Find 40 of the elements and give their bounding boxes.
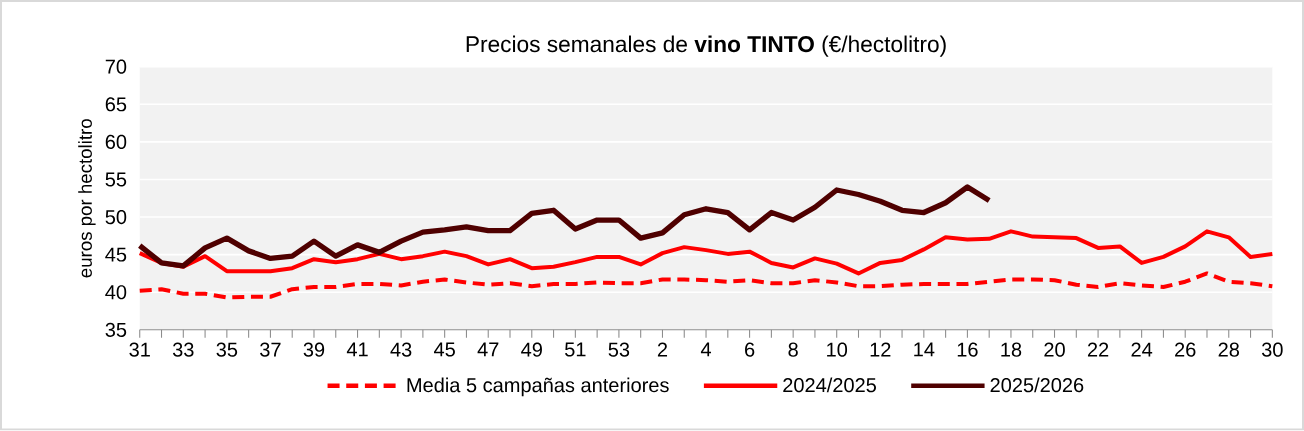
y-tick-label: 70 xyxy=(105,59,127,74)
x-tick-label: 47 xyxy=(477,342,499,357)
x-tick-label: 2 xyxy=(657,342,668,357)
x-tick-label: 49 xyxy=(521,342,542,357)
y-axis-title: euros por hectolitro xyxy=(78,119,96,278)
x-tick-label: 20 xyxy=(1044,342,1065,357)
x-tick-label: 6 xyxy=(745,342,755,357)
legend-label: 2024/2025 xyxy=(783,377,876,393)
y-tick-label: 60 xyxy=(105,135,127,150)
x-tick-label: 4 xyxy=(700,342,712,357)
y-tick-label: 65 xyxy=(105,97,127,112)
x-tick-label: 22 xyxy=(1087,342,1109,357)
x-tick-label: 43 xyxy=(390,342,412,357)
x-tick-label: 39 xyxy=(303,342,325,357)
x-tick-label: 45 xyxy=(434,342,455,357)
x-tick-label: 51 xyxy=(565,342,586,357)
x-tick-label: 33 xyxy=(172,342,194,357)
x-tick-label: 24 xyxy=(1131,342,1153,357)
x-tick-label: 37 xyxy=(260,342,281,357)
x-tick-label: 14 xyxy=(914,342,935,357)
chart-title: Precios semanales de vino TINTO (€/hectolitro) xyxy=(466,35,946,57)
x-tick-label: 53 xyxy=(608,342,630,357)
x-tick-label: 26 xyxy=(1175,342,1196,357)
y-tick-label: 40 xyxy=(105,285,127,300)
y-tick-label: 45 xyxy=(105,247,127,262)
x-tick-label: 16 xyxy=(957,342,978,357)
x-tick-label: 35 xyxy=(216,342,238,357)
x-tick-label: 8 xyxy=(788,342,798,357)
x-tick-label: 31 xyxy=(129,342,150,357)
x-tick-label: 41 xyxy=(346,342,368,357)
x-tick-label: 18 xyxy=(1001,342,1022,357)
x-tick-label: 30 xyxy=(1261,342,1283,357)
y-tick-label: 35 xyxy=(105,322,127,338)
x-tick-label: 12 xyxy=(870,342,891,357)
x-tick-label: 10 xyxy=(827,342,848,357)
x-tick-label: 28 xyxy=(1218,342,1240,357)
legend-label: Media 5 campañas anteriores xyxy=(407,377,669,397)
y-tick-label: 55 xyxy=(105,172,127,187)
y-tick-label: 50 xyxy=(105,210,127,225)
legend-label: 2025/2026 xyxy=(990,377,1084,393)
